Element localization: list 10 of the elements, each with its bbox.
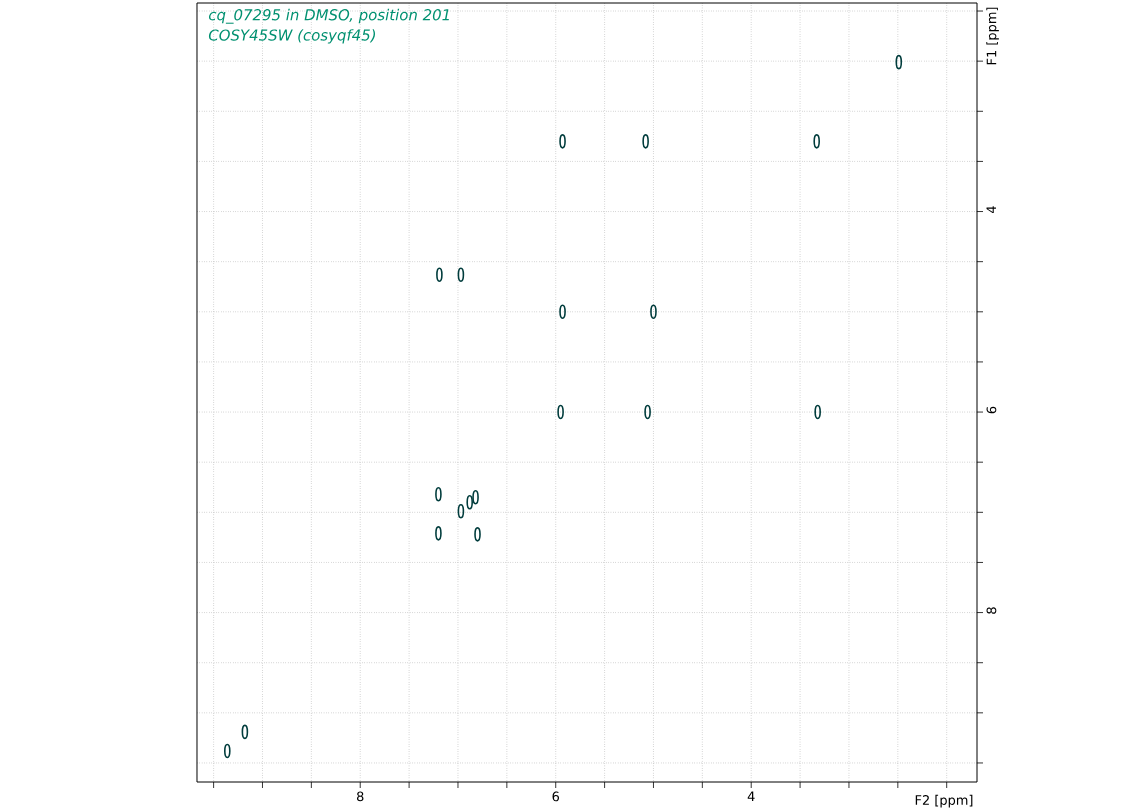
x-axis-title: F2 [ppm] — [915, 794, 973, 808]
x-tick-label: 4 — [747, 791, 755, 801]
y-tick-label: 6 — [986, 406, 997, 414]
x-tick-label: 8 — [356, 791, 364, 802]
annotation: COSY45SW (cosyqf45) — [208, 29, 376, 44]
y-tick-label: 8 — [986, 607, 997, 614]
y-axis-title: F1 [ppm] — [986, 7, 999, 65]
x-tick-label: 6 — [552, 791, 560, 802]
y-tick-label: 4 — [986, 206, 996, 214]
annotation: cq_07295 in DMSO, position 201 — [209, 8, 449, 24]
